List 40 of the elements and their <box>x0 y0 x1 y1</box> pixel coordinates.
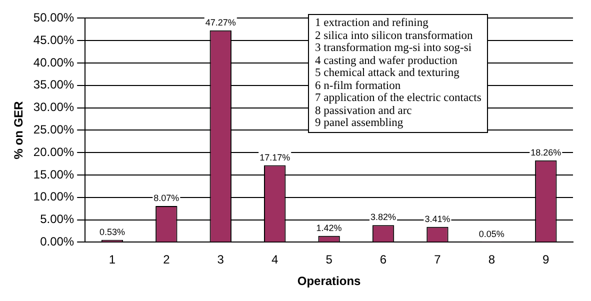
data-label: 3.41% <box>424 214 450 224</box>
y-tick-label: 30.00% <box>33 100 74 114</box>
y-tick-label: 15.00% <box>33 167 74 182</box>
annotation: 9 panel assembling <box>315 117 404 130</box>
y-tick-label: 35.00% <box>33 78 74 92</box>
y-tick-label: 10.00% <box>33 190 74 204</box>
x-tick-label: 3 <box>217 252 224 267</box>
y-axis-title: % on GER <box>12 100 26 160</box>
annotation: 2 silica into silicon transformation <box>315 30 474 42</box>
data-label: 3.82% <box>370 212 396 222</box>
annotation: 5 chemical attack and texturing <box>315 67 460 80</box>
data-label: 0.53% <box>99 226 125 237</box>
x-tick-label: 1 <box>108 252 116 267</box>
x-tick-label: 2 <box>163 252 170 267</box>
x-tick-label: 8 <box>488 252 496 267</box>
y-tick-label: 0.00% <box>40 234 74 249</box>
y-tick-label: 5.00% <box>40 212 74 226</box>
data-label: 17.17% <box>260 152 290 162</box>
y-tick-label: 50.00% <box>33 10 74 25</box>
data-label: 47.27% <box>205 17 236 28</box>
x-tick-label: 6 <box>380 252 387 267</box>
x-tick-label: 9 <box>542 252 550 267</box>
data-label: 8.07% <box>154 193 180 204</box>
annotation: 8 passivation and arc <box>315 104 413 117</box>
data-label: 0.05% <box>478 228 504 239</box>
y-tick-label: 45.00% <box>33 32 74 47</box>
x-axis-title: Operations <box>297 274 362 288</box>
annotation: 3 transformation mg-si into sog-si <box>315 42 473 54</box>
annotation: 6 n-film formation <box>315 80 402 92</box>
annotation: 1 extraction and refining <box>315 17 430 30</box>
x-tick-label: 7 <box>434 252 442 267</box>
data-label: 18.26% <box>530 147 562 158</box>
annotation: 4 casting and wafer production <box>315 54 458 67</box>
y-tick-label: 25.00% <box>33 122 74 137</box>
data-label: 1.42% <box>316 222 342 233</box>
x-tick-label: 4 <box>271 252 278 267</box>
y-tick-label: 40.00% <box>33 55 74 70</box>
annotation: 7 application of the electric contacts <box>315 92 482 104</box>
y-tick-label: 20.00% <box>33 144 74 159</box>
x-tick-label: 5 <box>326 252 333 267</box>
